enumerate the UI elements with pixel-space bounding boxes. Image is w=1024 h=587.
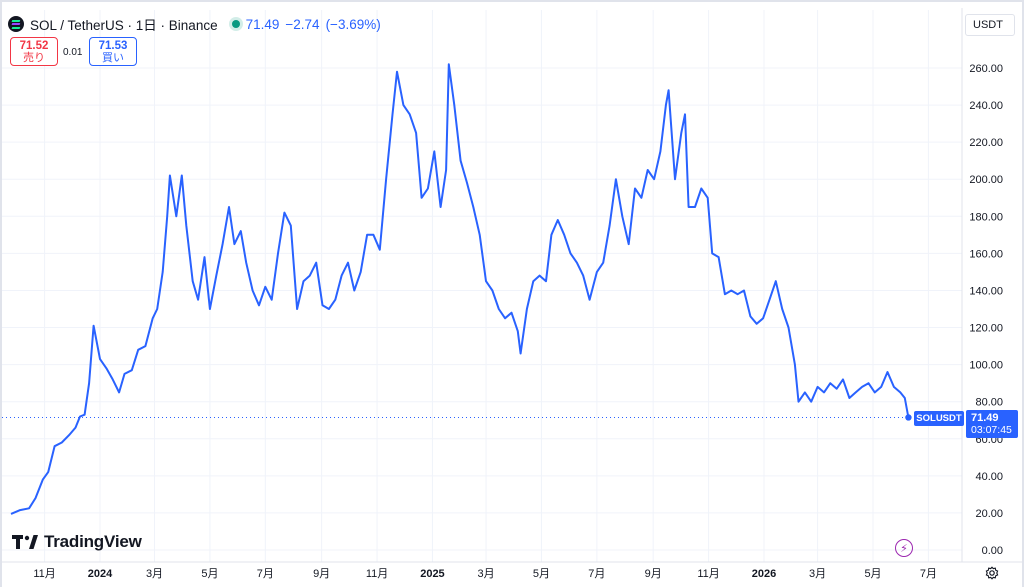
x-tick-label: 7月 bbox=[920, 568, 937, 580]
x-tick-label: 9月 bbox=[313, 568, 330, 580]
x-tick-label: 7月 bbox=[588, 568, 605, 580]
y-tick-label: 20.00 bbox=[975, 508, 1003, 520]
buy-button[interactable]: 71.53 買い bbox=[89, 37, 137, 66]
price-change-percent: (−3.69%) bbox=[325, 16, 381, 32]
y-tick-label: 260.00 bbox=[969, 63, 1003, 75]
last-price: 71.49 bbox=[245, 16, 280, 32]
bar-countdown: 03:07:45 bbox=[971, 424, 1012, 436]
gear-icon[interactable] bbox=[985, 566, 999, 580]
x-tick-label: 9月 bbox=[645, 568, 662, 580]
x-tick-label: 2025 bbox=[420, 568, 444, 580]
spread-value: 0.01 bbox=[63, 47, 83, 58]
x-tick-label: 3月 bbox=[146, 568, 163, 580]
x-tick-label: 2024 bbox=[88, 568, 113, 580]
y-tick-label: 120.00 bbox=[969, 323, 1003, 335]
y-tick-label: 0.00 bbox=[982, 545, 1003, 557]
sell-label: 売り bbox=[23, 51, 45, 64]
market-status-icon[interactable] bbox=[231, 20, 240, 28]
y-tick-label: 200.00 bbox=[969, 174, 1003, 186]
x-tick-label: 11月 bbox=[366, 568, 388, 580]
x-tick-label: 5月 bbox=[864, 568, 881, 580]
x-tick-label: 11月 bbox=[33, 568, 55, 580]
price-tag-value: 71.49 bbox=[971, 412, 999, 424]
solana-logo-icon bbox=[8, 16, 24, 32]
x-tick-label: 5月 bbox=[201, 568, 218, 580]
time-axis[interactable]: 11月 2024 3月 5月 7月 9月 11月 2025 3月 5月 7月 9月 11月 2026 3月 5… bbox=[33, 568, 937, 580]
lightning-icon[interactable]: ⚡︎ bbox=[895, 539, 913, 557]
sell-price: 71.52 bbox=[19, 39, 49, 52]
price-axis[interactable]: 0.0020.0040.0060.0080.00100.00120.00140.… bbox=[969, 63, 1003, 557]
x-tick-label: 5月 bbox=[533, 568, 550, 580]
y-tick-label: 140.00 bbox=[969, 285, 1003, 297]
series-line-solusdt bbox=[10, 63, 910, 515]
y-tick-label: 100.00 bbox=[969, 360, 1003, 372]
last-price-tag: 71.49 03:07:45 bbox=[966, 410, 1018, 438]
tradingview-logo[interactable]: TradingView bbox=[12, 531, 142, 553]
price-change: −2.74 bbox=[285, 16, 320, 32]
last-price-dot bbox=[905, 414, 912, 421]
currency-selector[interactable]: USDT bbox=[965, 14, 1015, 36]
x-tick-label: 3月 bbox=[809, 568, 826, 580]
symbol-title[interactable]: SOL / TetherUS · 1日 · Binance bbox=[30, 18, 218, 33]
y-tick-label: 220.00 bbox=[969, 137, 1003, 149]
x-tick-label: 3月 bbox=[477, 568, 494, 580]
y-tick-label: 240.00 bbox=[969, 100, 1003, 112]
x-tick-label: 7月 bbox=[257, 568, 274, 580]
buy-price: 71.53 bbox=[98, 39, 128, 52]
buy-label: 買い bbox=[102, 51, 124, 64]
x-tick-label: 2026 bbox=[752, 568, 776, 580]
y-tick-label: 160.00 bbox=[969, 248, 1003, 260]
y-tick-label: 80.00 bbox=[975, 397, 1003, 409]
y-tick-label: 180.00 bbox=[969, 211, 1003, 223]
y-tick-label: 40.00 bbox=[975, 471, 1003, 483]
x-tick-label: 11月 bbox=[697, 568, 719, 580]
symbol-tag: SOLUSDT bbox=[914, 411, 964, 426]
tradingview-logo-icon bbox=[12, 535, 38, 549]
symbol-legend[interactable]: SOL / TetherUS · 1日 · Binance 71.49 −2.7… bbox=[8, 14, 381, 34]
tradingview-logo-text: TradingView bbox=[44, 532, 142, 551]
sell-button[interactable]: 71.52 売り bbox=[10, 37, 58, 66]
grid bbox=[0, 8, 1024, 563]
